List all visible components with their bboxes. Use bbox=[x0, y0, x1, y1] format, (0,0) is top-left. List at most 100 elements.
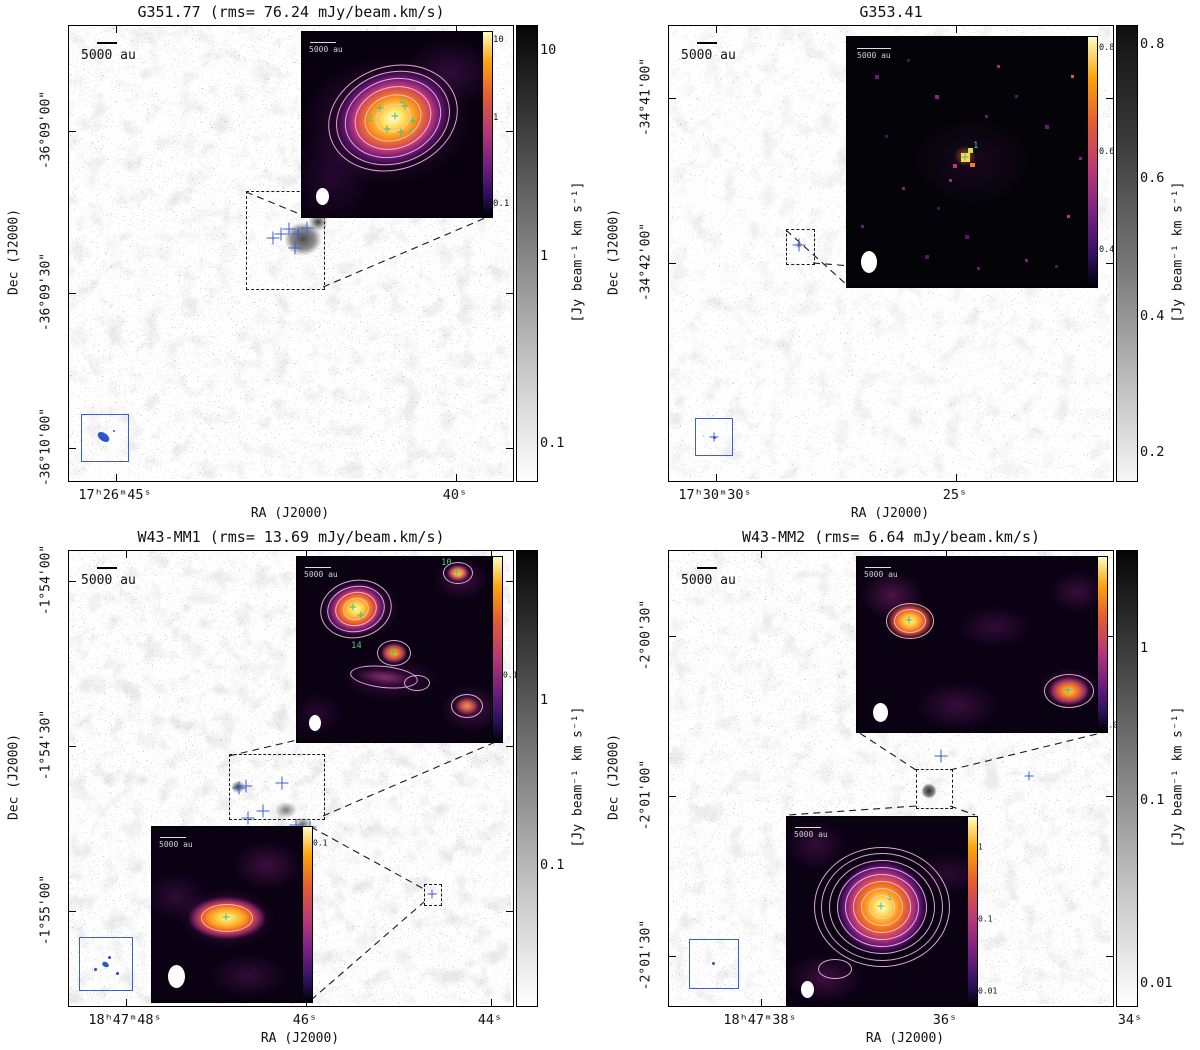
colorbar-tick-label: 0.1 bbox=[540, 857, 565, 873]
inset-scalebar-line bbox=[795, 827, 821, 828]
sky-map: 5000 au bbox=[668, 25, 1114, 482]
inset-scalebar-label: 5000 au bbox=[864, 570, 898, 579]
zoom-inset: 1 5000 au bbox=[846, 36, 1098, 288]
scalebar-label: 5000 au bbox=[81, 48, 136, 63]
beam-box bbox=[695, 418, 733, 456]
dec-tick-label: -1°54'00" bbox=[38, 544, 54, 616]
dec-tick-label: -1°54'30" bbox=[38, 709, 54, 781]
sky-map: 5000 au bbox=[68, 25, 514, 482]
core-marker bbox=[222, 913, 230, 921]
inset-scalebar-label: 5000 au bbox=[309, 45, 343, 54]
colorbar-tick-label: 0.8 bbox=[1140, 36, 1165, 52]
inset-scalebar-line bbox=[857, 48, 891, 49]
core-number-label: 1 bbox=[887, 893, 893, 903]
ra-tick-label: 40ˢ bbox=[442, 487, 468, 503]
ra-tick-label: 18ʰ47ᵐ48ˢ bbox=[88, 1012, 162, 1028]
dec-tick-label: -2°00'30" bbox=[638, 599, 654, 671]
colorbar-tick-label: 0.2 bbox=[1140, 444, 1165, 460]
zoom-inset: 1 2 3 5000 au bbox=[301, 31, 493, 218]
inset-scalebar-label: 5000 au bbox=[857, 51, 891, 60]
inset-tick-label: 0.1 bbox=[978, 914, 993, 924]
ra-tick-label: 17ʰ30ᵐ30ˢ bbox=[678, 487, 752, 503]
inset-tick-label: 1 bbox=[493, 113, 499, 123]
inset-colorbar bbox=[1087, 37, 1097, 287]
dec-axis-label: Dec (J2000) bbox=[6, 208, 22, 296]
inset-scalebar-label: 5000 au bbox=[304, 570, 338, 579]
colorbar-axis-label: [Jy beam⁻¹ km s⁻¹] bbox=[1170, 706, 1186, 848]
inset-colorbar bbox=[302, 827, 312, 1002]
inset-scalebar-line bbox=[310, 42, 336, 43]
inset-scalebar-line bbox=[865, 567, 891, 568]
ra-axis-label: RA (J2000) bbox=[260, 1031, 340, 1046]
zoom-inset: 5000 au bbox=[151, 826, 313, 1003]
ra-axis-label: RA (J2000) bbox=[850, 506, 930, 521]
panel-title: G351.77 (rms= 76.24 mJy/beam.km/s) bbox=[137, 3, 445, 21]
core-marker bbox=[961, 153, 969, 161]
dec-tick-label: -36°10'00" bbox=[38, 407, 54, 487]
panel-g353: G353.41 Dec (J2000) -34°41'00" -34°42'00… bbox=[600, 0, 1200, 525]
inset-tick-label: 10 bbox=[493, 35, 504, 45]
colorbar-tick-label: 0.4 bbox=[1140, 308, 1165, 324]
emission-blob bbox=[271, 799, 301, 821]
inset-beam-ellipse bbox=[316, 188, 329, 205]
dec-tick-label: -36°09'00" bbox=[38, 90, 54, 170]
dec-tick-label: -36°09'30" bbox=[38, 252, 54, 332]
inset-colorbar bbox=[492, 557, 502, 742]
zoom-inset: 1 5000 au bbox=[786, 816, 978, 1006]
colorbar-axis-label: [Jy beam⁻¹ km s⁻¹] bbox=[570, 181, 586, 323]
core-number-label: 1 bbox=[399, 96, 405, 106]
inset-tick-label: 0.6 bbox=[1099, 147, 1115, 157]
core-number-label: 3 bbox=[408, 128, 414, 138]
beam-box bbox=[79, 937, 133, 991]
beam-ellipse bbox=[101, 960, 110, 969]
inset-beam-ellipse bbox=[309, 715, 321, 731]
inset-tick-label: 0.8 bbox=[1099, 43, 1115, 53]
inset-tick-label: 0.01 bbox=[978, 986, 998, 996]
inset-tick-label: 0.1 bbox=[493, 199, 510, 209]
zoom-inset: 10 14 5000 au bbox=[296, 556, 503, 743]
inset-beam-ellipse bbox=[861, 251, 877, 273]
colorbar-tick-label: 0.6 bbox=[1140, 170, 1165, 186]
zoom-region-box bbox=[424, 884, 442, 906]
inset-scalebar-line bbox=[305, 567, 331, 568]
dec-tick-label: -2°01'30" bbox=[638, 919, 654, 991]
dec-tick-label: -2°01'00" bbox=[638, 759, 654, 831]
inset-colorbar bbox=[967, 817, 977, 1006]
core-number-label: 2 bbox=[368, 114, 374, 124]
colorbar bbox=[1116, 25, 1138, 482]
core-number-label: 10 bbox=[441, 558, 452, 568]
scalebar-line bbox=[97, 567, 117, 569]
inset-tick-label: 0.1 bbox=[313, 838, 328, 848]
scalebar-label: 5000 au bbox=[681, 573, 736, 588]
core-marker bbox=[877, 902, 885, 910]
inset-beam-ellipse bbox=[168, 965, 185, 988]
zoom-region-box bbox=[916, 769, 953, 809]
ra-tick-label: 44ˢ bbox=[477, 1012, 503, 1028]
scalebar-label: 5000 au bbox=[81, 573, 136, 588]
core-marker bbox=[1064, 686, 1072, 694]
inset-beam-ellipse bbox=[873, 703, 888, 722]
dec-tick-label: -34°42'00" bbox=[638, 222, 654, 302]
inset-tick-label: 0.4 bbox=[1099, 245, 1115, 255]
panel-g351: G351.77 (rms= 76.24 mJy/beam.km/s) Dec (… bbox=[0, 0, 600, 525]
panel-title: G353.41 bbox=[859, 3, 923, 21]
sky-map: 5000 au bbox=[68, 550, 514, 1007]
inset-scalebar-label: 5000 au bbox=[794, 830, 828, 839]
core-marker bbox=[905, 616, 913, 624]
zoom-region-box bbox=[229, 754, 325, 820]
core-number-label: 1 bbox=[973, 141, 979, 151]
zoom-region-box bbox=[786, 229, 815, 265]
colorbar bbox=[516, 550, 538, 1007]
ra-tick-label: 25ˢ bbox=[942, 487, 968, 503]
colorbar bbox=[516, 25, 538, 482]
emission-blob bbox=[229, 779, 247, 795]
colorbar-axis-label: [Jy beam⁻¹ km s⁻¹] bbox=[570, 706, 586, 848]
scalebar-line bbox=[697, 42, 717, 44]
inset-colorbar bbox=[1097, 557, 1107, 732]
scalebar-line bbox=[697, 567, 717, 569]
ra-tick-label: 46ˢ bbox=[292, 1012, 318, 1028]
ra-tick-label: 34ˢ bbox=[1117, 1012, 1143, 1028]
dec-tick-label: -34°41'00" bbox=[638, 57, 654, 137]
colorbar bbox=[1116, 550, 1138, 1007]
colorbar-tick-label: 1 bbox=[1140, 640, 1149, 656]
